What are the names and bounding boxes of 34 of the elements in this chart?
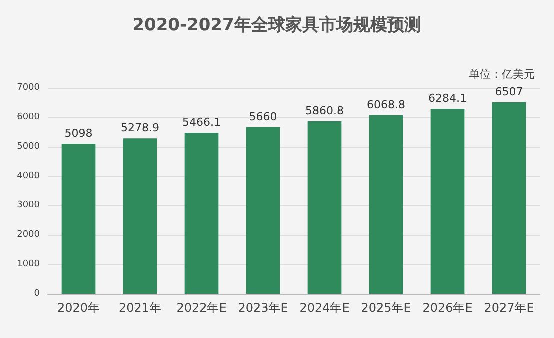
x-tick-label: 2027年E <box>484 301 534 315</box>
data-label: 5466.1 <box>182 116 221 130</box>
y-tick-label: 7000 <box>17 83 40 93</box>
text: 单位：亿美元 <box>469 68 535 81</box>
data-label: 5860.8 <box>306 104 344 118</box>
x-tick-label: 2025年E <box>361 301 412 315</box>
data-label: 5278.9 <box>121 122 160 135</box>
x-tick-label: 2024年E <box>300 301 350 315</box>
data-label: 5660 <box>249 110 278 124</box>
x-tick-label: 2020年 <box>57 301 100 315</box>
chart-title: 2020-2027年全球家具市场规模预测 <box>132 16 422 36</box>
x-tick-label: 2022年E <box>176 301 227 315</box>
y-tick-label: 2000 <box>17 230 40 240</box>
y-tick-label: 5000 <box>17 142 40 152</box>
bar <box>62 144 96 294</box>
bar <box>246 127 280 294</box>
data-label: 6507 <box>495 86 524 99</box>
data-label: 6284.1 <box>428 92 467 106</box>
x-tick-label: 2021年 <box>118 301 162 315</box>
data-label: 6068.8 <box>367 98 406 112</box>
bar <box>308 122 342 294</box>
y-tick-label: 4000 <box>17 171 40 182</box>
x-tick-label: 2023年E <box>238 301 288 315</box>
bar <box>369 115 404 294</box>
y-tick-label: 1000 <box>17 260 40 270</box>
bar <box>492 102 526 294</box>
bar <box>184 133 219 294</box>
bar <box>123 138 158 294</box>
y-tick-label: 0 <box>34 289 40 299</box>
data-label: 5098 <box>64 126 93 140</box>
y-tick-label: 3000 <box>17 200 40 211</box>
bar <box>430 109 465 294</box>
x-tick-label: 2026年E <box>422 301 473 315</box>
y-tick-label: 6000 <box>17 112 40 122</box>
